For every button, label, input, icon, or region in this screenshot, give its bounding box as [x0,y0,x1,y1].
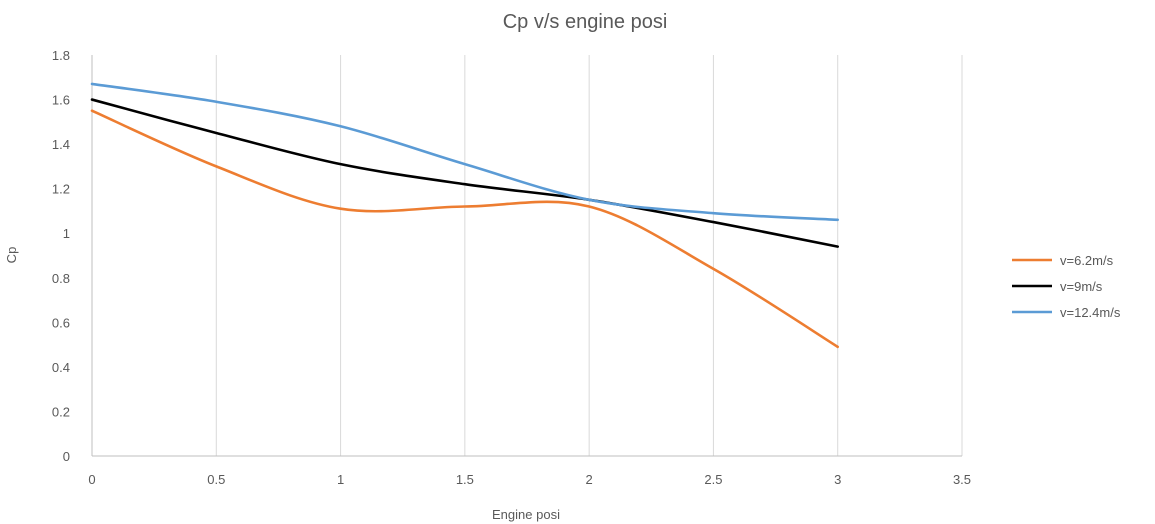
y-tick-label: 0.6 [52,315,70,330]
y-tick-label: 1.2 [52,182,70,197]
x-tick-label: 1 [337,472,344,487]
y-tick-label: 1 [63,226,70,241]
x-tick-label: 1.5 [456,472,474,487]
x-axis-title: Engine posi [492,507,560,522]
y-axis-title: Cp [4,247,19,264]
legend-item: v=6.2m/s [1012,253,1114,268]
y-tick-label: 1.4 [52,137,70,152]
y-tick-label: 0.8 [52,271,70,286]
series-line-v-6-2m-s [90,109,840,349]
legend-item: v=12.4m/s [1012,305,1121,320]
x-tick-label: 0 [88,472,95,487]
y-tick-label: 0 [63,449,70,464]
series-lines [90,82,840,349]
legend: v=6.2m/s v=9m/s v=12.4m/s [1012,253,1121,320]
tick-labels: 0 0.5 1 1.5 2 2.5 3 3.5 0 0.2 0.4 0.6 0.8 1 1.2 1.4 1.6 1… [52,48,971,487]
series-line-v-9m-s [90,98,840,248]
x-tick-label: 3.5 [953,472,971,487]
axes [91,55,962,457]
legend-label: v=12.4m/s [1060,305,1121,320]
y-tick-label: 1.8 [52,48,70,63]
chart-title: Cp v/s engine posi [503,11,668,33]
series-line-v-12-4m-s [90,82,840,222]
y-tick-label: 1.6 [52,93,70,108]
y-tick-label: 0.2 [52,404,70,419]
x-tick-label: 2.5 [704,472,722,487]
legend-label: v=9m/s [1060,279,1103,294]
x-tick-label: 0.5 [207,472,225,487]
y-tick-label: 0.4 [52,360,70,375]
gridlines [215,55,963,456]
legend-item: v=9m/s [1012,279,1103,294]
x-tick-label: 2 [586,472,593,487]
x-tick-label: 3 [834,472,841,487]
legend-label: v=6.2m/s [1060,253,1114,268]
